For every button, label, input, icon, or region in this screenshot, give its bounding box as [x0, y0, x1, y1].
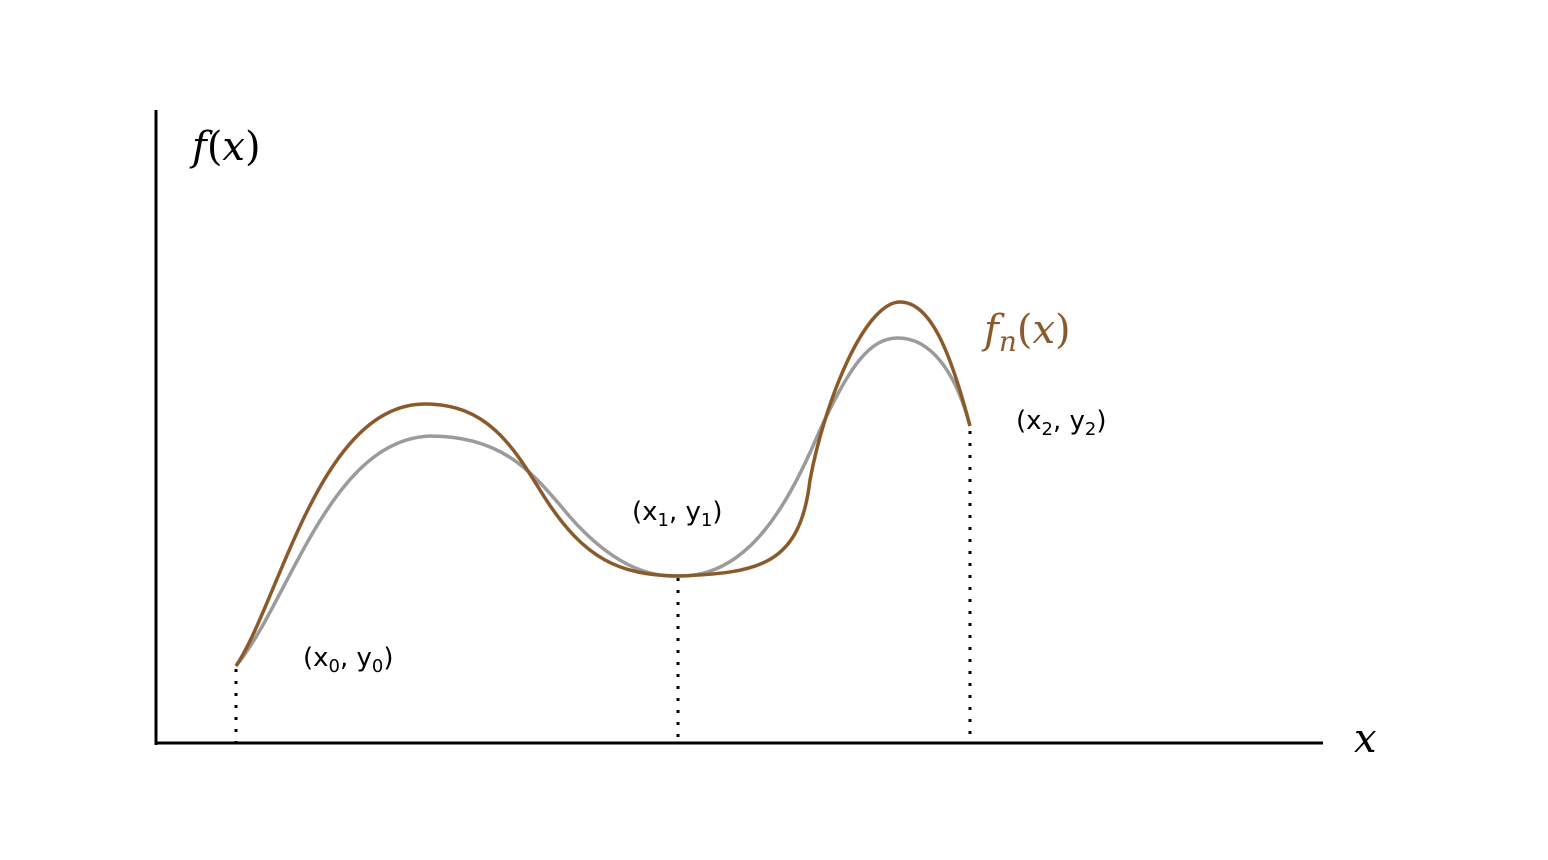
point-label-1: (x1, y1): [632, 497, 723, 531]
point-label-0: (x0, y0): [303, 643, 394, 677]
original-function-curve: [234, 336, 972, 668]
y-axis-label: f(x): [189, 124, 261, 170]
x-axis-label: x: [1354, 716, 1377, 762]
point-label-2: (x2, y2): [1016, 406, 1107, 440]
approx-function-curve: [234, 300, 972, 667]
approx-function-label: fn(x): [981, 307, 1071, 358]
